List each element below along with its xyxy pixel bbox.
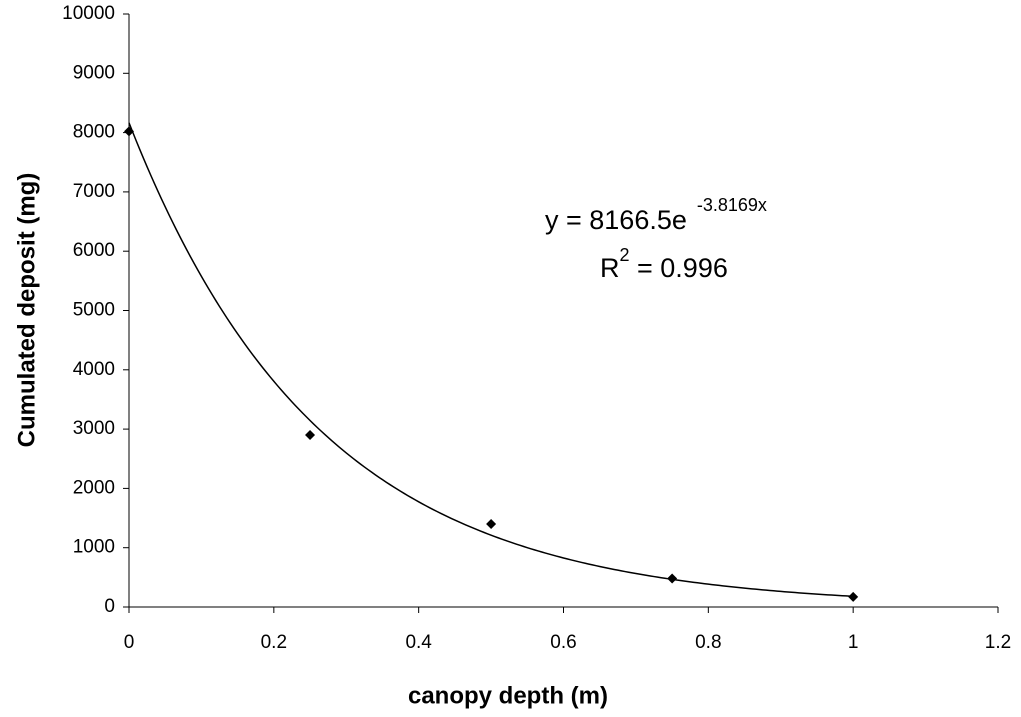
y-tick-label: 6000 xyxy=(73,240,115,261)
trendline xyxy=(128,122,854,598)
y-tick-label: 7000 xyxy=(73,181,115,202)
y-tick-label: 10000 xyxy=(62,3,115,24)
y-tick-label: 8000 xyxy=(73,122,115,143)
equation-exponent: -3.8169x xyxy=(697,195,767,215)
data-point xyxy=(305,430,316,441)
y-tick-label: 9000 xyxy=(73,62,115,83)
y-tick-label: 2000 xyxy=(73,477,115,498)
r-value: = 0.996 xyxy=(630,253,728,283)
x-tick-label: 0.6 xyxy=(550,632,576,653)
x-tick-label: 1 xyxy=(848,632,859,653)
x-axis-title: canopy depth (m) xyxy=(408,682,608,709)
y-tick-label: 1000 xyxy=(73,537,115,558)
equation-text: y = 8166.5e xyxy=(545,205,687,235)
x-tick-label: 0.4 xyxy=(405,632,432,653)
trend-equation: y = 8166.5e -3.8169x xyxy=(545,195,767,235)
r-power: 2 xyxy=(620,245,630,265)
data-point xyxy=(667,573,678,584)
x-tick-label: 1.2 xyxy=(985,632,1011,653)
x-tick-label: 0.2 xyxy=(261,632,287,653)
y-tick-label: 4000 xyxy=(73,359,115,380)
y-tick-label: 3000 xyxy=(73,418,115,439)
y-axis-title: Cumulated deposit (mg) xyxy=(13,173,40,448)
x-tick-label: 0 xyxy=(124,632,135,653)
x-tick-label: 0.8 xyxy=(695,632,721,653)
data-point xyxy=(848,591,859,602)
r-squared: R2 = 0.996 xyxy=(600,245,728,283)
data-point xyxy=(124,126,134,137)
y-tick-label: 5000 xyxy=(73,300,115,321)
data-point xyxy=(486,518,497,529)
r-label: R xyxy=(600,253,620,283)
y-tick-label: 0 xyxy=(104,596,115,617)
